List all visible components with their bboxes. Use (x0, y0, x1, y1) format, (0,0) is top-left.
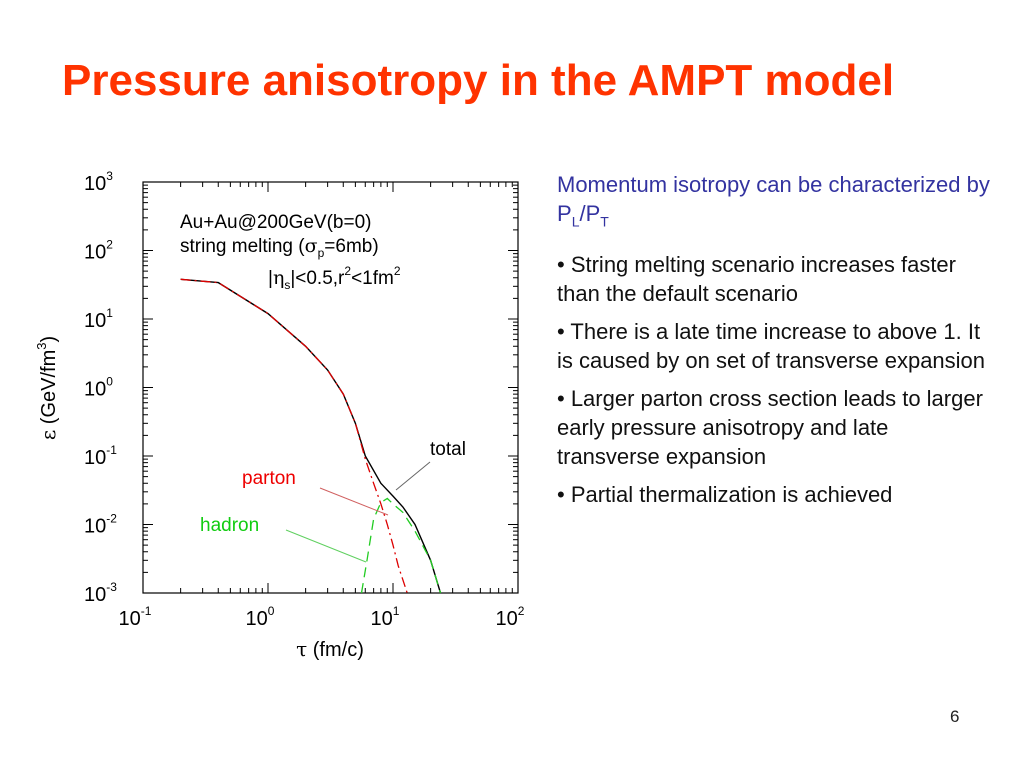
hadron-leader-line (285, 529, 367, 563)
total-leader-line (395, 461, 431, 491)
y-tick-label: 100 (84, 375, 113, 401)
bullet-item: • Partial thermalization is achieved (557, 482, 893, 508)
series-line-parton (180, 278, 408, 594)
bullet-list: • String melting scenario increases fast… (557, 250, 997, 509)
series-line-total (180, 278, 442, 594)
annotation-line-1: Au+Au@200GeV(b=0) (180, 212, 371, 233)
y-tick-label: 103 (84, 169, 113, 195)
series-line-hadron (360, 497, 442, 594)
y-tick-label: 101 (84, 306, 113, 332)
y-axis-label: ε (GeV/fm3) (34, 336, 60, 440)
tick-group (142, 182, 518, 594)
label-parton: parton (242, 468, 296, 489)
y-tick-label: 10-2 (84, 512, 117, 538)
annotation-line-3: |ηs|<0.5,r2<1fm2 (268, 264, 401, 292)
chart-svg: 10-1 100 101 102 10-3 10-2 10-1 100 101 102 103 Au… (34, 169, 525, 661)
series-group (180, 278, 442, 594)
annotation-line-2: string melting (σp=6mb) (180, 235, 379, 260)
intro-text: Momentum isotropy can be characterized b… (557, 172, 990, 230)
y-tick-label: 102 (84, 238, 113, 264)
bullet-item: • String melting scenario increases fast… (557, 252, 956, 307)
label-total: total (430, 439, 466, 460)
bullet-item: • There is a late time increase to above… (557, 319, 986, 374)
y-tick-label: 10-3 (84, 580, 117, 606)
energy-density-chart: 10-1 100 101 102 10-3 10-2 10-1 100 101 102 103 Au… (0, 0, 560, 700)
annotation-block: Au+Au@200GeV(b=0) string melting (σp=6mb… (180, 212, 401, 292)
y-tick-label: 10-1 (84, 443, 117, 469)
label-hadron: hadron (200, 515, 259, 536)
x-axis-label: τ (fm/c) (296, 637, 364, 661)
x-tick-label: 101 (371, 604, 400, 630)
x-tick-label: 102 (496, 604, 525, 630)
page-number: 6 (950, 707, 960, 726)
description-panel: Momentum isotropy can be characterized b… (557, 170, 997, 518)
x-tick-label: 100 (246, 604, 275, 630)
bullet-item: • Larger parton cross section leads to l… (557, 386, 983, 470)
slide-title: Pressure anisotropy in the AMPT model (62, 56, 895, 105)
parton-leader-line (319, 487, 389, 516)
x-tick-label: 10-1 (119, 604, 152, 630)
